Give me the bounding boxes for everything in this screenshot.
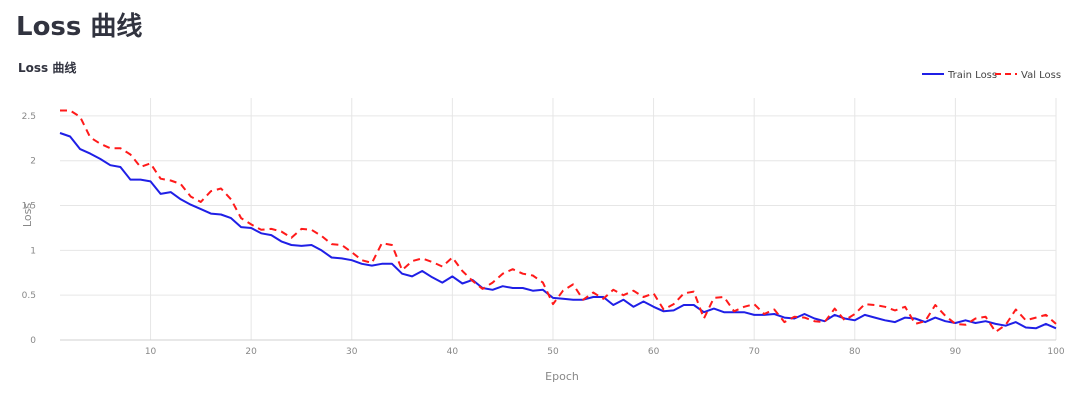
- x-axis-label: Epoch: [545, 370, 579, 383]
- vertical-grid: [150, 98, 1057, 340]
- chart-title: Loss 曲线: [18, 60, 76, 75]
- y-tick-label: 2.5: [22, 112, 36, 122]
- x-tick-label: 80: [849, 347, 861, 357]
- page-title: Loss 曲线: [16, 12, 143, 42]
- chart-svg: 0 0.5 1 1.5 2 2.5 10 20 30 40 50 60 70 80 90 100 Train…: [18, 60, 1065, 383]
- y-tick-label: 1.5: [22, 202, 36, 212]
- x-tick-label: 20: [245, 347, 257, 357]
- line-chart: 0 0.5 1 1.5 2 2.5 10 20 30 40 50 60 70 80 90 100 Train…: [0, 50, 1080, 401]
- x-tick-label: 100: [1047, 347, 1064, 357]
- x-tick-label: 40: [447, 347, 459, 357]
- x-tick-label: 90: [950, 347, 962, 357]
- legend-label-val: Val Loss: [1021, 70, 1061, 81]
- y-tick-label: 0: [30, 336, 36, 346]
- x-tick-label: 10: [145, 347, 157, 357]
- y-axis-label: Loss: [21, 203, 34, 227]
- series-line-train-loss: [59, 132, 1057, 330]
- x-tick-label: 30: [346, 347, 358, 357]
- y-tick-label: 1: [30, 246, 36, 256]
- x-tick-labels: 10 20 30 40 50 60 70 80 90 100: [145, 347, 1065, 357]
- series-lines: [59, 109, 1057, 333]
- x-tick-label: 70: [748, 347, 760, 357]
- horizontal-grid: [60, 115, 1056, 341]
- x-tick-label: 60: [648, 347, 660, 357]
- y-tick-labels: 0 0.5 1 1.5 2 2.5: [22, 112, 37, 346]
- y-tick-label: 2: [30, 157, 36, 167]
- x-tick-label: 50: [547, 347, 559, 357]
- legend: Train Loss Val Loss: [922, 70, 1061, 81]
- legend-label-train: Train Loss: [947, 70, 997, 81]
- y-tick-label: 0.5: [22, 291, 36, 301]
